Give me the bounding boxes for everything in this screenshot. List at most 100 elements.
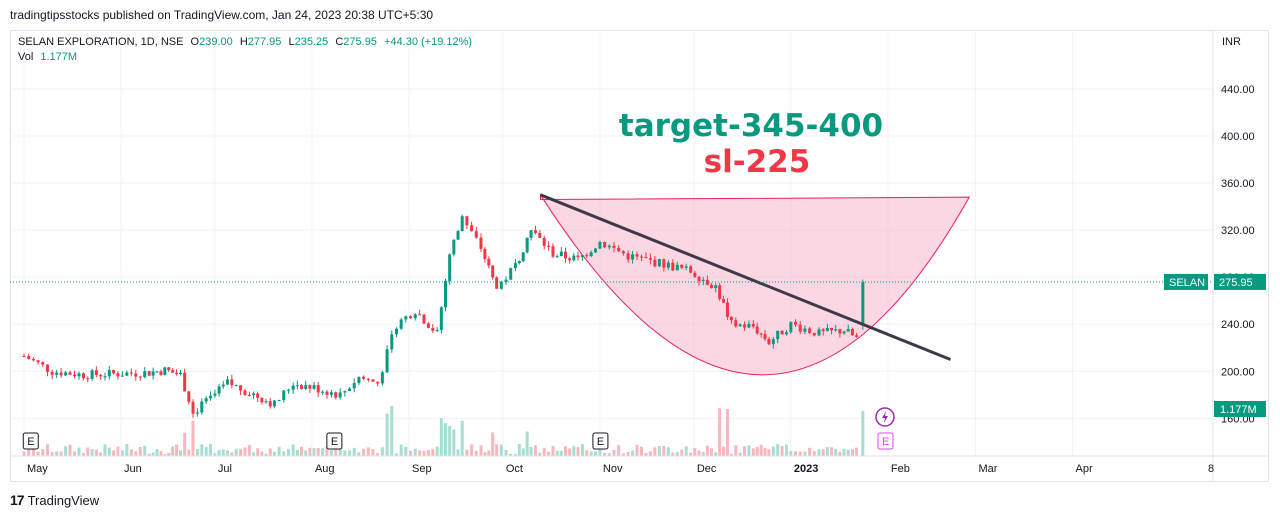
volume-bar — [675, 451, 679, 456]
volume-bar — [439, 417, 443, 456]
candle — [143, 371, 147, 378]
volume-bar — [418, 450, 422, 456]
volume-bar — [644, 453, 648, 456]
x-tick-label: Nov — [603, 463, 623, 475]
candle — [239, 385, 243, 391]
candle — [612, 245, 616, 248]
volume-bar — [204, 446, 208, 456]
candle — [362, 376, 366, 379]
volume-bar — [116, 446, 120, 456]
volume-bar — [444, 423, 448, 456]
volume-bar — [225, 450, 229, 456]
candle — [348, 388, 352, 391]
volume-bar — [594, 451, 598, 456]
candle — [580, 255, 584, 258]
candle — [286, 389, 290, 391]
candle — [175, 372, 179, 375]
candle-series — [22, 214, 865, 418]
candle — [195, 412, 199, 414]
candle — [394, 328, 398, 335]
publish-info: tradingtipsstocks published on TradingVi… — [10, 8, 434, 22]
candle — [338, 392, 342, 398]
volume-bar — [86, 447, 90, 456]
candle — [747, 323, 751, 328]
volume-bar — [171, 446, 175, 456]
volume-bar — [31, 446, 35, 456]
volume-bar — [738, 452, 742, 456]
candle — [404, 316, 408, 320]
candle — [648, 258, 652, 260]
x-tick-label: Jul — [218, 463, 232, 475]
volume-bar — [671, 452, 675, 456]
candle — [789, 321, 793, 333]
volume-bar — [808, 447, 812, 456]
candle — [675, 264, 679, 271]
volume-bar — [784, 444, 788, 456]
volume-bar — [272, 451, 276, 456]
candle — [705, 279, 709, 285]
close-value: 275.95 — [343, 36, 377, 48]
candle — [272, 400, 276, 407]
change-value: +44.30 (+19.12%) — [384, 36, 473, 48]
y-tick-label: 440.00 — [1221, 84, 1255, 96]
volume-bar — [821, 449, 825, 456]
candle — [495, 277, 499, 289]
candle — [107, 369, 111, 377]
candle — [855, 335, 859, 337]
candle — [563, 251, 567, 259]
candle — [357, 376, 361, 384]
candle — [380, 372, 384, 384]
candle — [221, 384, 225, 387]
y-tick-label: 400.00 — [1221, 131, 1255, 143]
volume-bar — [542, 448, 546, 456]
volume-bar — [221, 449, 225, 456]
candle — [234, 385, 238, 387]
volume-bar — [252, 452, 256, 456]
candle — [734, 320, 738, 327]
volume-bar — [794, 451, 798, 456]
symbol-tag — [1164, 273, 1208, 290]
candle — [585, 255, 589, 257]
candle — [147, 371, 151, 376]
volume-bar — [718, 408, 722, 456]
candle — [776, 330, 780, 340]
volume-bar — [743, 446, 747, 456]
candle — [607, 245, 611, 248]
candle — [697, 276, 701, 282]
footer-brand[interactable]: 17 TradingView — [10, 492, 99, 508]
volume-bar — [134, 451, 138, 456]
volume-bar — [812, 451, 816, 456]
volume-bar — [448, 426, 452, 456]
candle — [729, 316, 733, 321]
candle — [112, 369, 116, 374]
candle — [187, 391, 191, 402]
candle — [73, 374, 77, 377]
candle — [163, 367, 167, 375]
candle — [710, 284, 714, 289]
symbol-tag-label: SELAN — [1169, 277, 1205, 289]
volume-bar — [680, 449, 684, 456]
volume-bar — [362, 448, 366, 456]
x-tick-label: Aug — [315, 463, 335, 475]
volume-bar — [701, 451, 705, 456]
volume-bar — [147, 453, 151, 456]
candle — [179, 372, 182, 375]
candle — [513, 263, 517, 269]
candle — [247, 394, 251, 396]
candle — [120, 375, 124, 377]
candle — [64, 372, 68, 376]
high-label: H — [239, 36, 248, 48]
volume-bar — [850, 449, 854, 456]
candle — [291, 385, 295, 390]
candle — [803, 328, 807, 332]
candle — [798, 324, 802, 332]
volume-bar — [371, 449, 375, 456]
volume-bars — [22, 405, 865, 456]
candle — [409, 316, 413, 319]
candle — [846, 329, 850, 332]
volume-bar — [107, 447, 111, 456]
candle — [125, 372, 129, 376]
candle — [743, 324, 747, 328]
